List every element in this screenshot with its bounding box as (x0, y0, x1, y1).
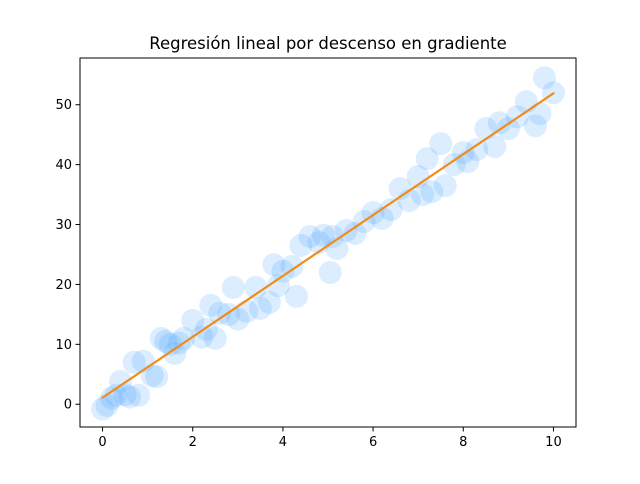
data-point (284, 284, 308, 308)
y-tick-label: 50 (55, 98, 72, 113)
x-tick-label: 2 (189, 435, 197, 450)
y-tick-label: 20 (55, 278, 72, 293)
data-point (235, 299, 259, 323)
chart-title: Regresión lineal por descenso en gradien… (149, 34, 507, 53)
y-tick-label: 40 (55, 158, 72, 173)
data-point (528, 102, 552, 126)
data-point (244, 275, 268, 299)
data-point (257, 290, 281, 314)
data-point (321, 225, 345, 249)
data-point (181, 308, 205, 332)
data-point (91, 397, 115, 421)
data-point (226, 307, 250, 331)
data-point (145, 365, 169, 389)
data-point (429, 132, 453, 156)
data-point (154, 329, 178, 353)
data-point (487, 111, 511, 135)
data-point (415, 147, 439, 171)
data-point (318, 260, 342, 284)
x-tick-label: 6 (369, 435, 377, 450)
data-point (127, 383, 151, 407)
data-point (298, 225, 322, 249)
data-point (532, 66, 556, 90)
data-point (149, 326, 173, 350)
data-point (483, 135, 507, 159)
data-point (420, 180, 444, 204)
y-tick-label: 10 (55, 338, 72, 353)
data-point (248, 296, 272, 320)
regression-line (101, 92, 555, 399)
x-tick-label: 4 (279, 435, 287, 450)
y-axis-ticks: 0 10 20 30 40 50 (55, 98, 80, 413)
data-point (208, 301, 232, 325)
data-point (465, 138, 489, 162)
data-point (343, 222, 367, 246)
data-point (289, 233, 313, 257)
data-point (280, 254, 304, 278)
data-point (158, 332, 182, 356)
x-tick-label: 0 (98, 435, 106, 450)
data-point (523, 114, 547, 138)
y-tick-label: 30 (55, 218, 72, 233)
data-point (118, 385, 142, 409)
fit-line-layer (101, 92, 555, 399)
data-point (433, 174, 457, 198)
data-point (379, 198, 403, 222)
x-tick-label: 10 (545, 435, 562, 450)
y-tick-label: 0 (64, 398, 72, 413)
data-point (163, 341, 187, 365)
data-point (203, 326, 227, 350)
data-point (104, 383, 128, 407)
data-point (113, 383, 137, 407)
data-point (190, 325, 214, 349)
scatter-points (91, 66, 565, 421)
data-point (311, 223, 335, 247)
plot-frame (79, 57, 577, 428)
data-point (496, 117, 520, 141)
data-point (411, 183, 435, 207)
data-point (199, 293, 223, 317)
data-point (95, 393, 119, 417)
data-point (122, 350, 146, 374)
data-point (140, 363, 164, 387)
data-point (271, 259, 295, 283)
data-point (100, 386, 124, 410)
data-point (406, 165, 430, 189)
data-point (442, 153, 466, 177)
data-point (109, 369, 133, 393)
data-point (221, 275, 245, 299)
data-point (172, 326, 196, 350)
data-point (262, 253, 286, 277)
x-axis-ticks: 0 2 4 6 8 10 (98, 427, 562, 450)
data-point (266, 274, 290, 298)
x-tick-label: 8 (459, 435, 467, 450)
data-point (388, 177, 412, 201)
